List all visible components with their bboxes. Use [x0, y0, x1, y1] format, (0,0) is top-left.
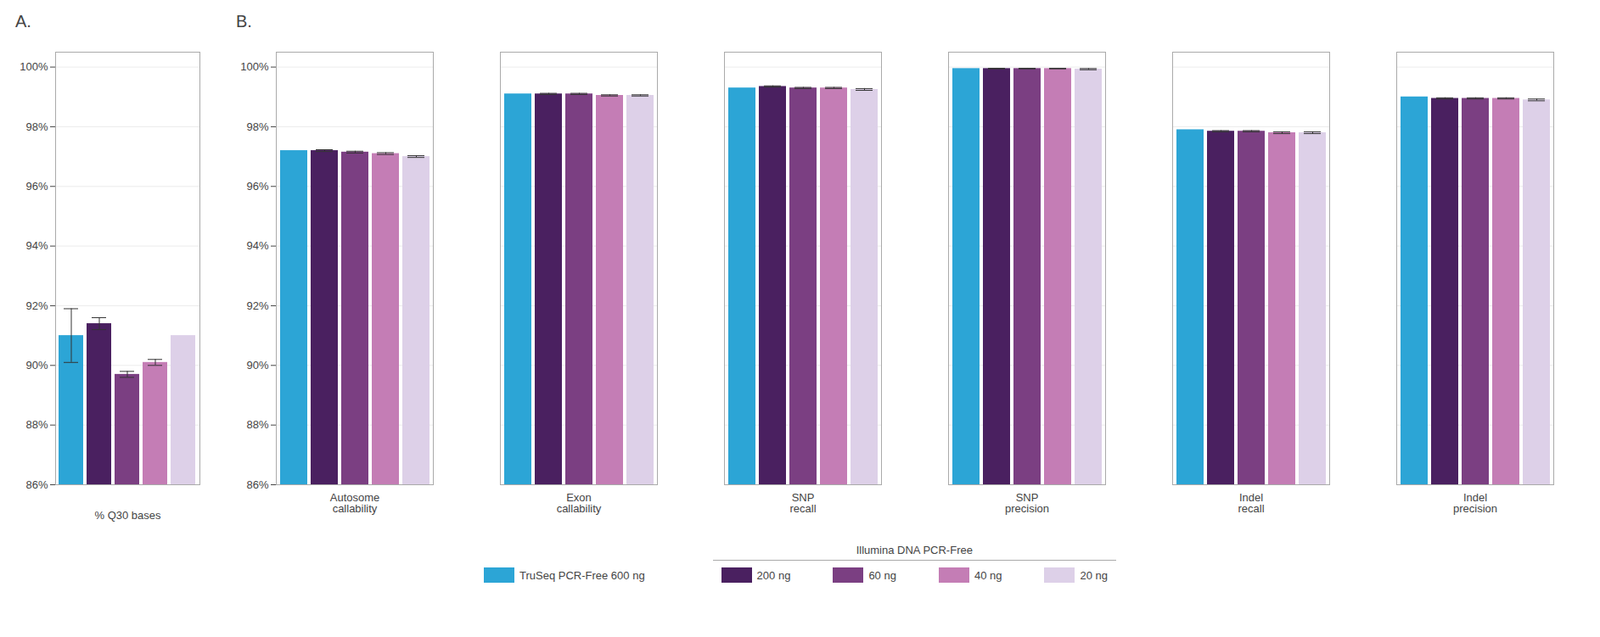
html-text:200 ng: 200 ng	[756, 569, 791, 582]
svg-text:Autosomecallability: Autosomecallability	[330, 491, 381, 516]
svg-text:92%: 92%	[25, 299, 48, 313]
svg-text:88%: 88%	[25, 418, 48, 432]
svg-text:100%: 100%	[19, 60, 49, 73]
svg-text:90%: 90%	[246, 359, 269, 372]
html-text:20 ng: 20 ng	[1080, 569, 1108, 582]
svg-text:Exoncallability: Exoncallability	[556, 491, 602, 516]
svg-text:100%: 100%	[240, 60, 270, 73]
html-text:60 ng: 60 ng	[868, 569, 897, 582]
svg-text:94%: 94%	[246, 239, 269, 253]
svg-text:98%: 98%	[246, 120, 269, 134]
svg-text:98%: 98%	[25, 120, 48, 134]
svg-text:90%: 90%	[25, 359, 48, 372]
html-text:40 ng: 40 ng	[974, 569, 1003, 582]
svg-text:96%: 96%	[246, 179, 269, 193]
svg-text:SNPrecall: SNPrecall	[789, 491, 816, 516]
svg-text:94%: 94%	[25, 239, 48, 253]
svg-text:86%: 86%	[25, 478, 48, 492]
html-text:A.: A.	[15, 11, 32, 31]
svg-text:% Q30 bases: % Q30 bases	[94, 509, 162, 523]
svg-text:Indelrecall: Indelrecall	[1237, 491, 1264, 516]
svg-text:86%: 86%	[246, 478, 269, 492]
svg-text:96%: 96%	[25, 179, 48, 193]
html-text:Illumina DNA PCR-Free: Illumina DNA PCR-Free	[856, 544, 973, 557]
svg-text:SNPprecision: SNPprecision	[1004, 491, 1050, 516]
html-text:TruSeq PCR-Free 600 ng: TruSeq PCR-Free 600 ng	[519, 569, 645, 582]
svg-text:92%: 92%	[246, 299, 269, 313]
svg-text:Indelprecision: Indelprecision	[1453, 491, 1498, 516]
svg-text:88%: 88%	[246, 418, 269, 432]
html-text:B.: B.	[235, 11, 253, 31]
